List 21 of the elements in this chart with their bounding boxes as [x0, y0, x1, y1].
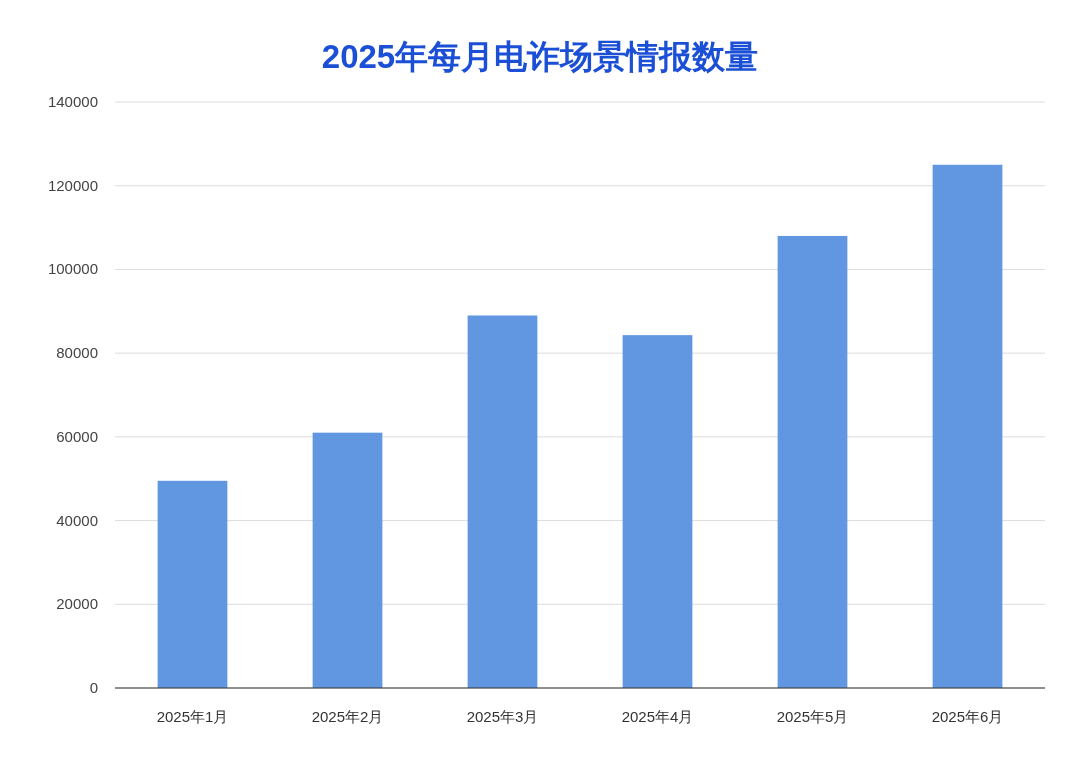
x-tick-label: 2025年6月 — [931, 708, 1004, 725]
chart-title: 2025年每月电诈场景情报数量 — [321, 38, 759, 75]
y-tick-label: 0 — [89, 679, 98, 696]
y-tick-label: 60000 — [56, 427, 98, 445]
bar — [312, 432, 383, 688]
y-tick-label: 100000 — [47, 260, 98, 278]
x-tick-label: 2025年5月 — [776, 708, 849, 725]
y-tick-label: 80000 — [56, 344, 98, 362]
bar — [777, 235, 848, 688]
y-tick-label: 120000 — [47, 176, 98, 194]
x-tick-label: 2025年2月 — [311, 708, 384, 725]
y-tick-label: 20000 — [56, 595, 98, 613]
bar — [467, 315, 538, 688]
x-tick-label: 2025年3月 — [466, 708, 539, 725]
y-tick-label: 140000 — [47, 93, 98, 110]
bar — [622, 335, 693, 688]
x-tick-label: 2025年4月 — [621, 708, 694, 725]
bar — [932, 164, 1003, 688]
bar — [157, 480, 228, 688]
y-tick-label: 40000 — [56, 511, 98, 529]
x-tick-label: 2025年1月 — [156, 708, 229, 725]
